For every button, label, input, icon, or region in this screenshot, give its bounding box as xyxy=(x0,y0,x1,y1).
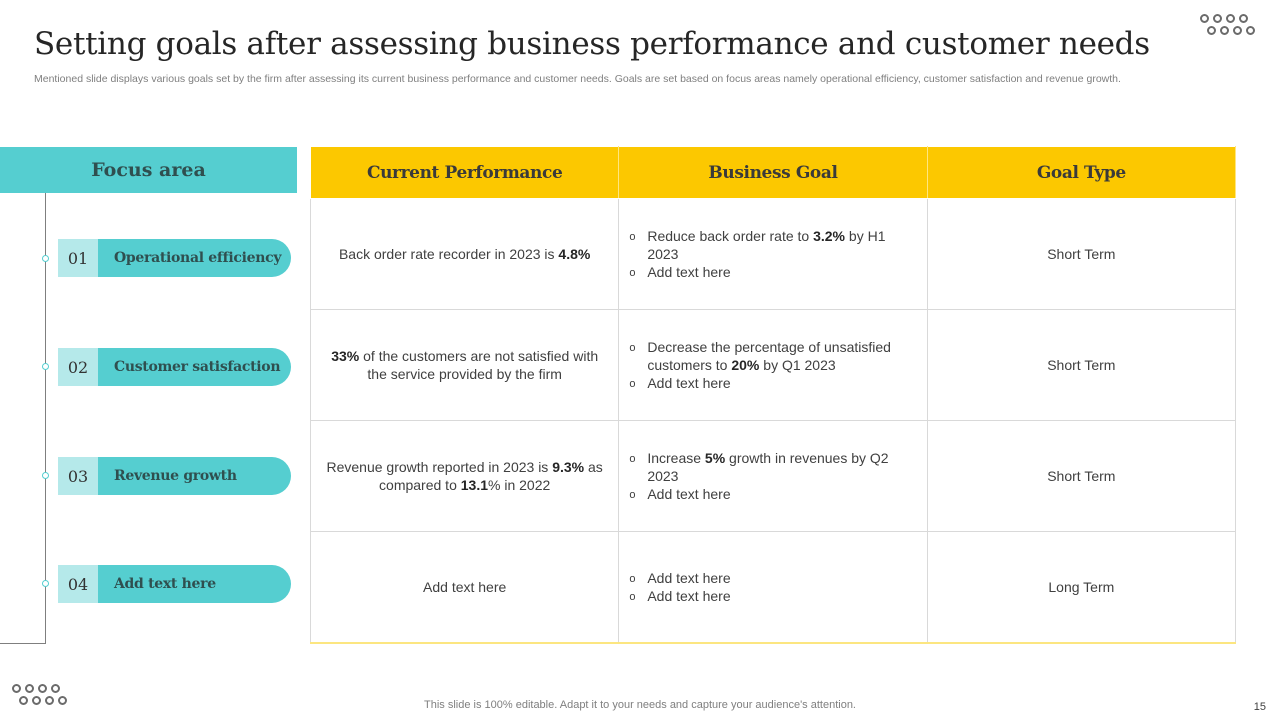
timeline-dot-icon xyxy=(42,472,49,479)
business-goal-cell: Increase 5% growth in revenues by Q2 202… xyxy=(618,420,928,532)
current-performance-cell: Back order rate recorder in 2023 is 4.8% xyxy=(309,198,620,310)
decorative-dots-icon xyxy=(1200,14,1255,35)
timeline-dot-icon xyxy=(42,255,49,262)
table-row: Add text here Add text here Add text her… xyxy=(309,531,1237,644)
focus-item-customer-satisfaction: 02 Customer satisfaction xyxy=(58,348,291,386)
table-header-row: Current Performance Business Goal Goal T… xyxy=(309,146,1237,199)
focus-item-operational-efficiency: 01 Operational efficiency xyxy=(58,239,291,277)
focus-item-number: 02 xyxy=(58,348,98,386)
column-header-business-goal: Business Goal xyxy=(618,146,928,199)
goal-type-cell: Long Term xyxy=(926,531,1237,644)
focus-item-label: Operational efficiency xyxy=(98,239,291,277)
current-performance-cell: Revenue growth reported in 2023 is 9.3% … xyxy=(309,420,620,532)
goal-bullet: Reduce back order rate to 3.2% by H1 202… xyxy=(629,227,912,263)
goal-type-cell: Short Term xyxy=(926,309,1237,421)
timeline-dot-icon xyxy=(42,580,49,587)
focus-item-number: 01 xyxy=(58,239,98,277)
business-goal-cell: Add text here Add text here xyxy=(618,531,928,644)
current-performance-cell: Add text here xyxy=(309,531,620,644)
goal-bullet: Add text here xyxy=(629,263,912,282)
column-header-goal-type: Goal Type xyxy=(926,146,1237,199)
footer-note: This slide is 100% editable. Adapt it to… xyxy=(424,699,856,711)
current-performance-cell: 33% of the customers are not satisfied w… xyxy=(309,309,620,421)
page-number: 15 xyxy=(1253,701,1266,713)
business-goal-cell: Decrease the percentage of unsatisfied c… xyxy=(618,309,928,421)
goal-type-cell: Short Term xyxy=(926,420,1237,532)
focus-area-header: Focus area xyxy=(0,147,297,193)
focus-item-number: 03 xyxy=(58,457,98,495)
table-row: Back order rate recorder in 2023 is 4.8%… xyxy=(309,198,1237,310)
focus-item-revenue-growth: 03 Revenue growth xyxy=(58,457,291,495)
goals-table: Current Performance Business Goal Goal T… xyxy=(309,146,1237,644)
table-row: 33% of the customers are not satisfied w… xyxy=(309,309,1237,421)
table-row: Revenue growth reported in 2023 is 9.3% … xyxy=(309,420,1237,532)
goal-bullet: Increase 5% growth in revenues by Q2 202… xyxy=(629,449,912,485)
column-header-current-performance: Current Performance xyxy=(309,146,620,199)
page-title: Setting goals after assessing business p… xyxy=(34,26,1150,62)
focus-item-label: Revenue growth xyxy=(98,457,291,495)
goal-bullet: Add text here xyxy=(629,587,912,606)
timeline-dot-icon xyxy=(42,363,49,370)
goal-bullet: Add text here xyxy=(629,569,912,588)
page-subtitle: Mentioned slide displays various goals s… xyxy=(34,73,1121,85)
goal-bullet: Decrease the percentage of unsatisfied c… xyxy=(629,338,912,374)
timeline-line xyxy=(45,193,46,644)
focus-item-label: Customer satisfaction xyxy=(98,348,291,386)
timeline-base-line xyxy=(0,643,46,644)
goal-bullet: Add text here xyxy=(629,485,912,504)
goal-bullet: Add text here xyxy=(629,374,912,393)
goal-type-cell: Short Term xyxy=(926,198,1237,310)
decorative-dots-icon xyxy=(12,684,67,705)
focus-item-number: 04 xyxy=(58,565,98,603)
focus-item-label: Add text here xyxy=(98,565,291,603)
business-goal-cell: Reduce back order rate to 3.2% by H1 202… xyxy=(618,198,928,310)
focus-item-add-text: 04 Add text here xyxy=(58,565,291,603)
